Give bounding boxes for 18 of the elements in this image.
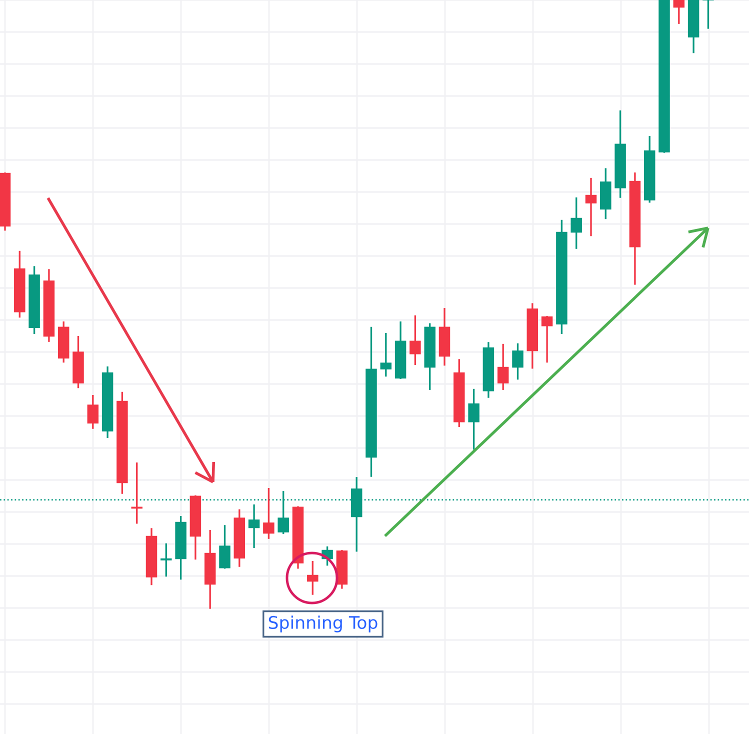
candlestick	[380, 332, 392, 377]
candlestick	[512, 343, 524, 380]
candlestick	[673, 0, 685, 24]
candlestick	[263, 488, 274, 539]
candlestick	[219, 525, 230, 569]
candlestick	[160, 543, 172, 577]
text: Spinning Top	[268, 616, 378, 632]
candlestick	[87, 394, 99, 429]
candlestick	[497, 344, 509, 390]
candlestick	[702, 0, 714, 29]
candlestick	[468, 388, 480, 450]
candlestick	[541, 316, 553, 363]
candlestick	[307, 560, 318, 595]
candlestick	[410, 315, 421, 366]
candlestick	[585, 178, 597, 236]
candlestick	[248, 504, 260, 548]
candlestick	[570, 197, 582, 249]
candlestick	[131, 462, 142, 524]
